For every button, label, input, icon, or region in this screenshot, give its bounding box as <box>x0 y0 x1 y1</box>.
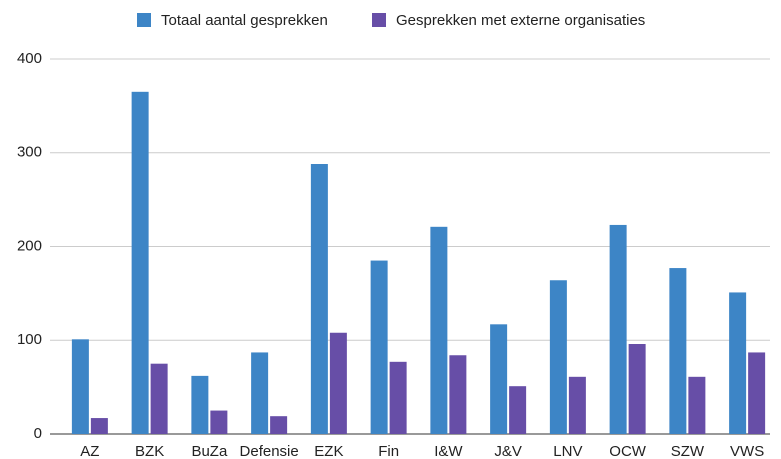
bar <box>609 224 627 434</box>
bar <box>748 352 766 434</box>
x-tick-label: EZK <box>314 443 343 459</box>
y-tick-label: 300 <box>17 144 42 161</box>
bar <box>270 416 288 434</box>
legend-swatch <box>137 13 151 27</box>
bar <box>310 164 328 434</box>
bar <box>370 260 388 434</box>
y-tick-label: 400 <box>17 50 42 67</box>
bar <box>568 376 586 434</box>
bar <box>251 352 269 434</box>
x-tick-label: I&W <box>434 443 463 459</box>
x-tick-label: J&V <box>494 443 522 459</box>
x-tick-label: SZW <box>671 443 705 459</box>
bar <box>210 410 228 434</box>
bar <box>71 339 89 434</box>
y-tick-label: 0 <box>34 425 42 442</box>
bar <box>131 91 149 434</box>
legend-label: Gesprekken met externe organisaties <box>396 12 645 29</box>
x-tick-label: LNV <box>553 443 582 459</box>
bar <box>449 355 467 434</box>
bar <box>509 386 527 434</box>
bar <box>389 361 407 434</box>
x-tick-label: Defensie <box>240 443 299 459</box>
bar <box>90 418 108 434</box>
legend-swatch <box>372 13 386 27</box>
bar <box>150 363 168 434</box>
bar <box>490 324 508 434</box>
x-tick-label: AZ <box>80 443 99 459</box>
bar <box>549 280 567 434</box>
bar <box>729 292 747 434</box>
x-tick-label: OCW <box>609 443 647 459</box>
bar <box>191 375 209 434</box>
x-tick-label: Fin <box>378 443 399 459</box>
legend-label: Totaal aantal gesprekken <box>161 12 328 29</box>
x-tick-label: BuZa <box>191 443 228 459</box>
x-tick-label: VWS <box>730 443 764 459</box>
y-tick-label: 100 <box>17 331 42 348</box>
bar <box>688 376 706 434</box>
bar <box>669 268 687 434</box>
bar <box>430 226 448 434</box>
bar <box>628 344 646 434</box>
y-tick-label: 200 <box>17 237 42 254</box>
x-tick-label: BZK <box>135 443 164 459</box>
bar <box>329 332 347 434</box>
